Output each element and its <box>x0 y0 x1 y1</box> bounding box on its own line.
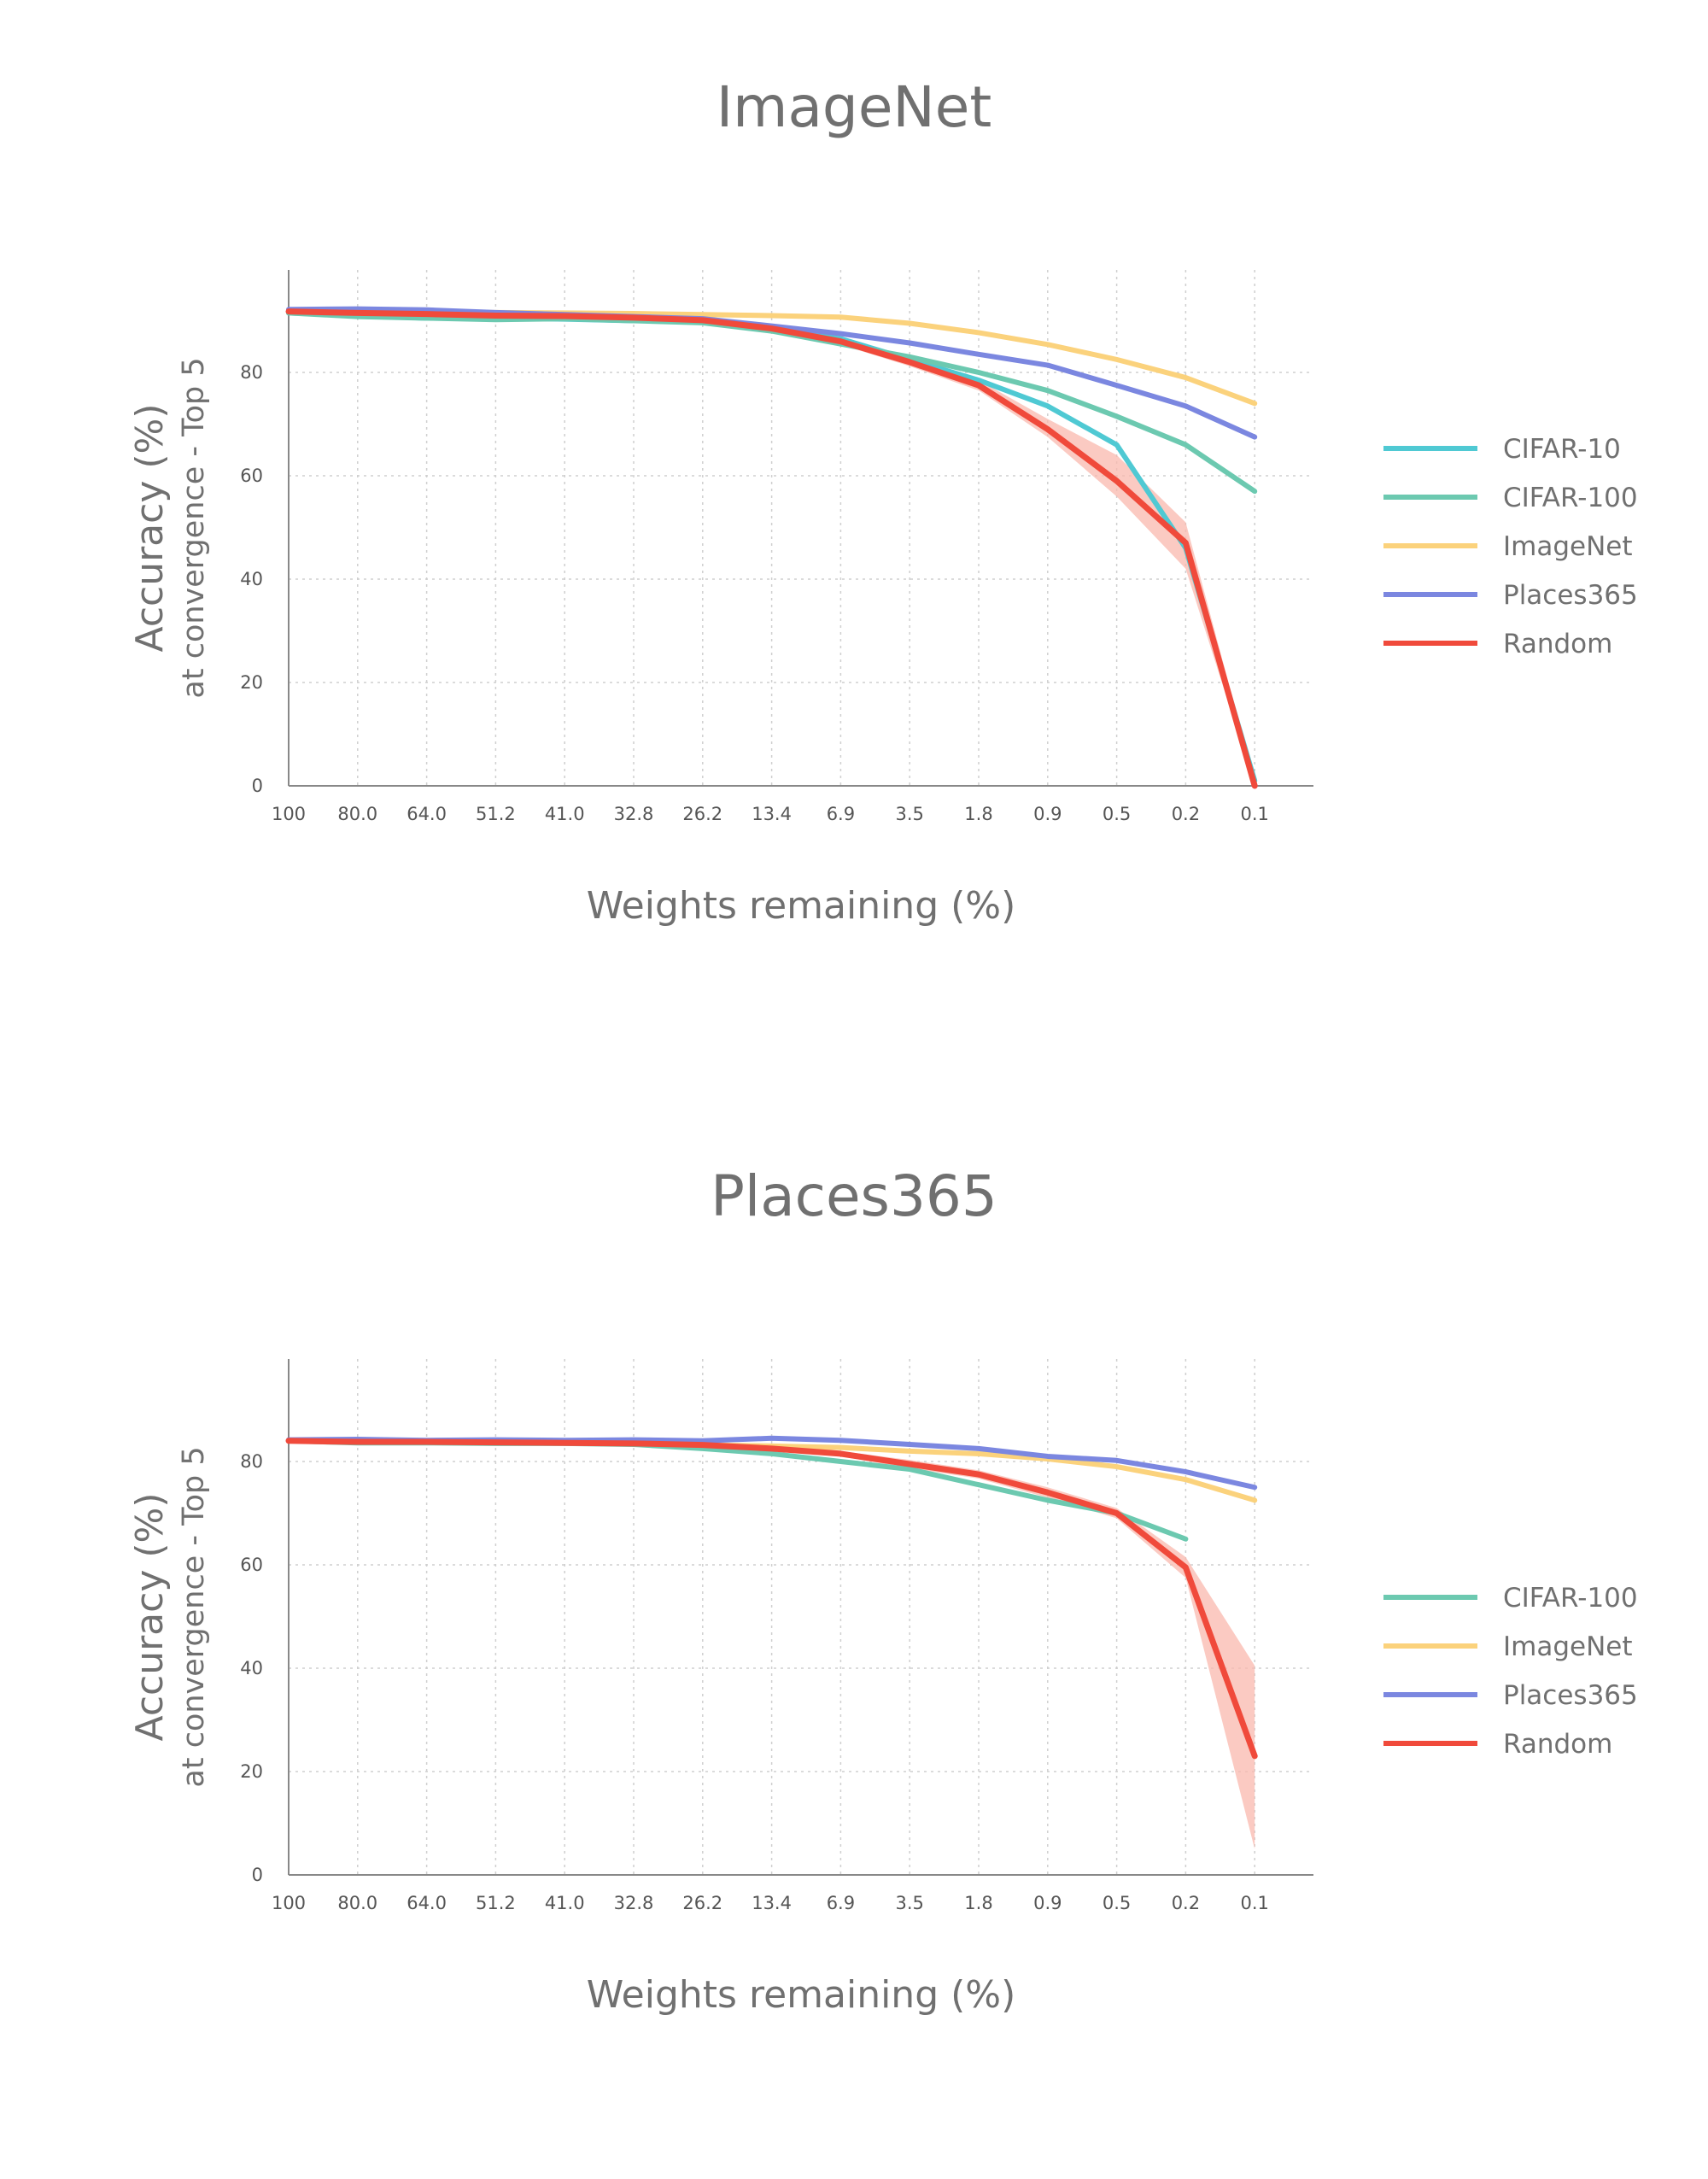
chart-imagenet: ImageNet 0 20 40 60 80 100 80.0 64.0 51.2 41.0 32.8… <box>128 74 1638 928</box>
legend-label-cifar-10: CIFAR-10 <box>1503 434 1621 465</box>
y-axis-label: Accuracy (%) <box>128 403 172 652</box>
x-tick-label: 80.0 <box>337 1893 377 1913</box>
legend-label-random: Random <box>1503 1729 1612 1760</box>
x-tick-label: 0.5 <box>1103 1893 1131 1913</box>
y-tick-label: 20 <box>240 1761 263 1782</box>
x-tick-label: 100 <box>272 1893 306 1913</box>
y-axis-label: Accuracy (%) <box>128 1492 172 1741</box>
y-tick-label: 0 <box>252 1865 263 1885</box>
x-tick-label: 26.2 <box>682 804 722 824</box>
x-tick-label: 64.0 <box>407 1893 447 1913</box>
chart-title: ImageNet <box>717 74 992 140</box>
x-tick-label: 6.9 <box>827 1893 855 1913</box>
y-tick-label: 60 <box>240 1555 263 1575</box>
x-tick-label: 6.9 <box>827 804 855 824</box>
x-tick-label: 0.9 <box>1033 1893 1062 1913</box>
x-tick-label: 3.5 <box>895 1893 923 1913</box>
x-tick-label: 1.8 <box>964 1893 992 1913</box>
legend-label-imagenet: ImageNet <box>1503 531 1633 562</box>
x-tick-label: 32.8 <box>614 804 654 824</box>
legend-label-places365: Places365 <box>1503 580 1638 611</box>
x-tick-label: 13.4 <box>752 804 792 824</box>
legend-label-places365: Places365 <box>1503 1680 1638 1711</box>
series-line-random <box>285 308 1258 789</box>
x-tick-label: 51.2 <box>476 804 516 824</box>
y-tick-label: 20 <box>240 672 263 693</box>
y-tick-label: 60 <box>240 466 263 486</box>
x-tick-label: 0.2 <box>1172 1893 1200 1913</box>
x-tick-label: 41.0 <box>545 804 585 824</box>
confidence-band-random <box>289 1438 1255 1849</box>
x-tick-label: 0.1 <box>1240 804 1268 824</box>
chart-title: Places365 <box>711 1163 997 1229</box>
y-tick-label: 80 <box>240 1451 263 1472</box>
x-tick-label: 3.5 <box>895 804 923 824</box>
legend-label-cifar-100: CIFAR-100 <box>1503 1583 1638 1614</box>
x-axis-label: Weights remaining (%) <box>587 884 1016 928</box>
y-tick-label: 80 <box>240 362 263 383</box>
x-tick-label: 0.9 <box>1033 804 1062 824</box>
y-tick-label: 40 <box>240 569 263 589</box>
y-axis-sublabel: at convergence - Top 5 <box>177 357 211 698</box>
legend-label-imagenet: ImageNet <box>1503 1631 1633 1662</box>
y-tick-label: 40 <box>240 1658 263 1678</box>
x-tick-label: 100 <box>272 804 306 824</box>
y-axis-sublabel: at convergence - Top 5 <box>177 1446 211 1787</box>
x-tick-label: 64.0 <box>407 804 447 824</box>
x-tick-label: 41.0 <box>545 1893 585 1913</box>
x-axis-label: Weights remaining (%) <box>587 1973 1016 2017</box>
legend-label-random: Random <box>1503 629 1612 659</box>
chart-places365: Places365 0 20 40 60 80 100 80.0 64.0 51.2 41.0 32.… <box>128 1163 1638 2017</box>
series-line-random <box>285 1438 1258 1760</box>
x-tick-label: 26.2 <box>682 1893 722 1913</box>
x-tick-label: 1.8 <box>964 804 992 824</box>
x-tick-label: 0.2 <box>1172 804 1200 824</box>
x-tick-label: 0.1 <box>1240 1893 1268 1913</box>
x-tick-label: 13.4 <box>752 1893 792 1913</box>
x-tick-label: 51.2 <box>476 1893 516 1913</box>
x-tick-label: 0.5 <box>1103 804 1131 824</box>
y-tick-label: 0 <box>252 776 263 796</box>
x-tick-label: 32.8 <box>614 1893 654 1913</box>
legend-label-cifar-100: CIFAR-100 <box>1503 483 1638 513</box>
x-tick-label: 80.0 <box>337 804 377 824</box>
